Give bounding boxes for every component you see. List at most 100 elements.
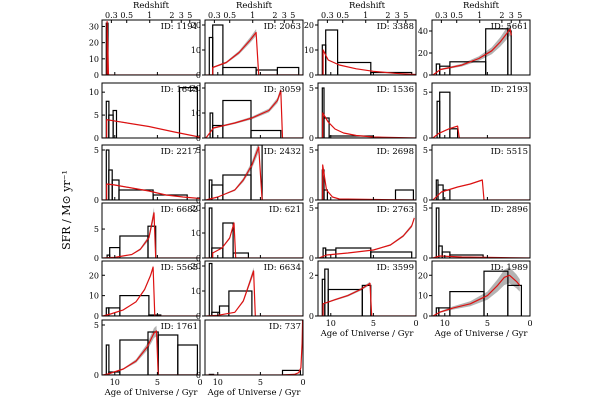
- y-tick-label: 0: [423, 196, 428, 205]
- parametric-sfh-line: [102, 119, 200, 138]
- x-tick-label: 10: [440, 319, 450, 328]
- panel-id-label: ID: 2896: [491, 205, 528, 215]
- sfh-panel: 0 10 20 ID: 3059: [191, 82, 304, 143]
- panel-frame: [431, 144, 531, 201]
- panel-plot-area: [205, 24, 303, 75]
- parametric-sfh-line: [432, 28, 512, 75]
- y-tick-label: 20: [89, 271, 99, 280]
- redshift-tick-label: 0.3: [435, 11, 448, 20]
- y-tick-label: 5: [423, 146, 428, 155]
- sfh-bin: [112, 109, 118, 138]
- x-axis-label: Age of Universe / Gyr: [104, 388, 199, 398]
- uncertainty-band: [318, 112, 416, 138]
- redshift-tick-label: 3: [282, 11, 287, 20]
- sfh-bin: [222, 66, 257, 75]
- panel-id-label: ID: 3599: [377, 263, 414, 273]
- panel-id-label: ID: 2193: [491, 85, 528, 95]
- panel-frame: [317, 82, 417, 139]
- panel-plot-area: [205, 145, 303, 200]
- panel-frame: [204, 144, 304, 201]
- redshift-axis-label: Redshift: [236, 1, 273, 11]
- panel-id-label: ID: 3059: [264, 85, 301, 95]
- redshift-axis-label: Redshift: [133, 1, 170, 11]
- y-tick-label: 20: [191, 262, 201, 271]
- sfh-bin: [118, 189, 154, 200]
- redshift-tick-label: 0.5: [450, 11, 463, 20]
- panel-id-label: ID: 2698: [377, 147, 414, 157]
- parametric-sfh-line: [318, 49, 416, 75]
- y-tick-label: 10: [418, 292, 428, 301]
- sfh-bin: [208, 262, 213, 316]
- panel-plot-area: [318, 163, 416, 200]
- redshift-tick-label: 3: [509, 11, 514, 20]
- sfh-bin: [323, 189, 329, 200]
- sfh-panel: 0 5 10 ID: 1643: [89, 82, 201, 143]
- y-tick-label: 5: [94, 225, 99, 234]
- y-tick-label: 20: [304, 21, 314, 30]
- y-tick-label: 0: [94, 196, 99, 205]
- y-tick-label: 0: [309, 71, 314, 80]
- sfh-bin: [119, 235, 149, 258]
- sfh-panel: 0 5 ID: 2763: [309, 202, 417, 263]
- panel-id-label: ID: 5515: [491, 147, 528, 157]
- y-tick-label: 20: [418, 271, 428, 280]
- parametric-sfh-line: [318, 282, 416, 316]
- parametric-sfh-line: [102, 330, 200, 375]
- sfh-bin: [222, 222, 234, 258]
- sfh-bin: [177, 344, 199, 375]
- y-tick-label: 5: [423, 88, 428, 97]
- parametric-sfh-line: [205, 146, 303, 200]
- sfh-bin: [276, 66, 300, 75]
- panel-frame: [317, 260, 417, 317]
- x-tick-label: 10: [213, 378, 223, 387]
- uncertainty-band: [205, 220, 303, 258]
- redshift-tick-label: 0.3: [208, 11, 221, 20]
- x-axis-label: Age of Universe / Gyr: [434, 329, 529, 339]
- y-tick-label: 0: [309, 196, 314, 205]
- redshift-tick-label: 5: [187, 11, 192, 20]
- sfh-panel: 0 5 ID: 2698: [309, 144, 417, 205]
- y-tick-label: 0: [94, 371, 99, 380]
- y-tick-label: 0: [196, 371, 201, 380]
- redshift-tick-label: 0.3: [321, 11, 334, 20]
- uncertainty-band: [318, 163, 416, 200]
- x-tick-label: 5: [371, 319, 376, 328]
- y-tick-label: 0: [196, 134, 201, 143]
- panel-plot-area: [102, 86, 200, 138]
- x-tick-label: 10: [326, 319, 336, 328]
- redshift-tick-label: 1: [363, 11, 368, 20]
- sfh-bin: [394, 189, 414, 200]
- panel-id-label: ID: 3388: [377, 22, 414, 32]
- uncertainty-band: [432, 125, 530, 138]
- panel-id-label: ID: 1191: [161, 22, 198, 32]
- y-tick-label: 0: [423, 312, 428, 321]
- panel-plot-area: [318, 87, 416, 138]
- parametric-sfh-line: [432, 125, 530, 138]
- y-tick-label: 0: [423, 71, 428, 80]
- uncertainty-band: [205, 29, 303, 75]
- panel-frame: [204, 82, 304, 139]
- panel-plot-area: [205, 262, 303, 316]
- y-tick-label: 0: [196, 196, 201, 205]
- parametric-sfh-line: [205, 320, 303, 375]
- panel-id-label: ID: 1761: [161, 322, 198, 332]
- sfh-panel: 0 10 20 ID: 3388 0.3 0.5 1 2 3 5 Redshift: [304, 1, 417, 80]
- y-tick-label: 10: [89, 292, 99, 301]
- redshift-tick-label: 1: [147, 11, 152, 20]
- sfh-bin: [232, 252, 250, 258]
- x-axis-label: Age of Universe / Gyr: [207, 388, 302, 398]
- y-tick-label: 0: [309, 312, 314, 321]
- panel-id-label: ID: 2063: [264, 22, 301, 32]
- panel-plot-area: [102, 149, 200, 200]
- y-tick-label: 5: [309, 84, 314, 93]
- panel-plot-area: [432, 22, 512, 75]
- y-tick-label: 20: [191, 84, 201, 93]
- y-tick-label: 5: [309, 146, 314, 155]
- y-tick-label: 40: [418, 27, 428, 36]
- y-tick-label: 5: [94, 111, 99, 120]
- sfh-bin: [370, 251, 413, 258]
